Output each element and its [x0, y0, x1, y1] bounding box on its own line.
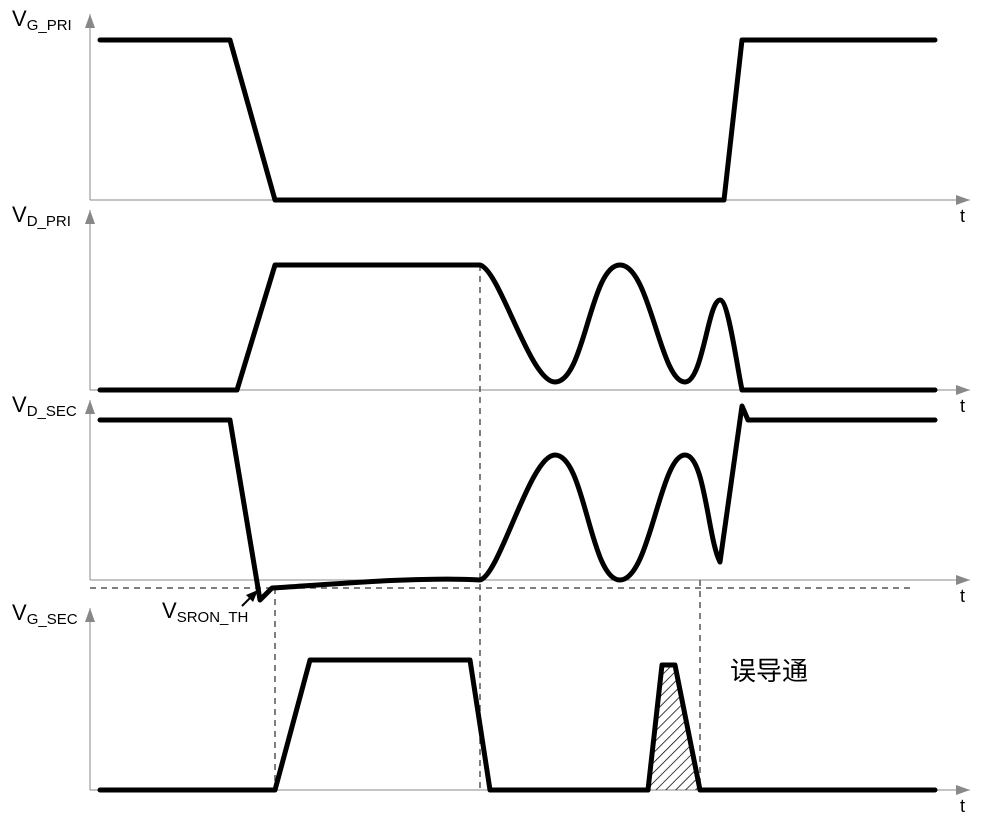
t-axis-label: t	[960, 396, 965, 416]
arrowhead	[956, 385, 970, 395]
arrowhead	[85, 14, 95, 28]
t-axis-label: t	[960, 206, 965, 226]
arrowhead	[956, 575, 970, 585]
label-vsron-th: VSRON_TH	[162, 598, 248, 626]
label-vd_sec: VD_SEC	[12, 392, 77, 420]
arrowhead	[85, 608, 95, 622]
label-vg_pri: VG_PRI	[12, 6, 72, 34]
wave-vg-sec-main	[100, 660, 648, 790]
miscond-hatch	[648, 665, 700, 790]
wave-vd-sec	[100, 406, 935, 600]
label-misconduct: 误导通	[730, 656, 808, 686]
t-axis-label: t	[960, 586, 965, 606]
label-vg_sec: VG_SEC	[12, 600, 78, 628]
wave-vd-pri	[100, 265, 935, 390]
label-vd_pri: VD_PRI	[12, 202, 71, 230]
t-axis-label: t	[960, 796, 965, 813]
arrowhead	[85, 400, 95, 414]
wave-vg-pri	[100, 40, 935, 200]
arrowhead	[956, 195, 970, 205]
arrowhead	[956, 785, 970, 795]
arrowhead	[85, 210, 95, 224]
